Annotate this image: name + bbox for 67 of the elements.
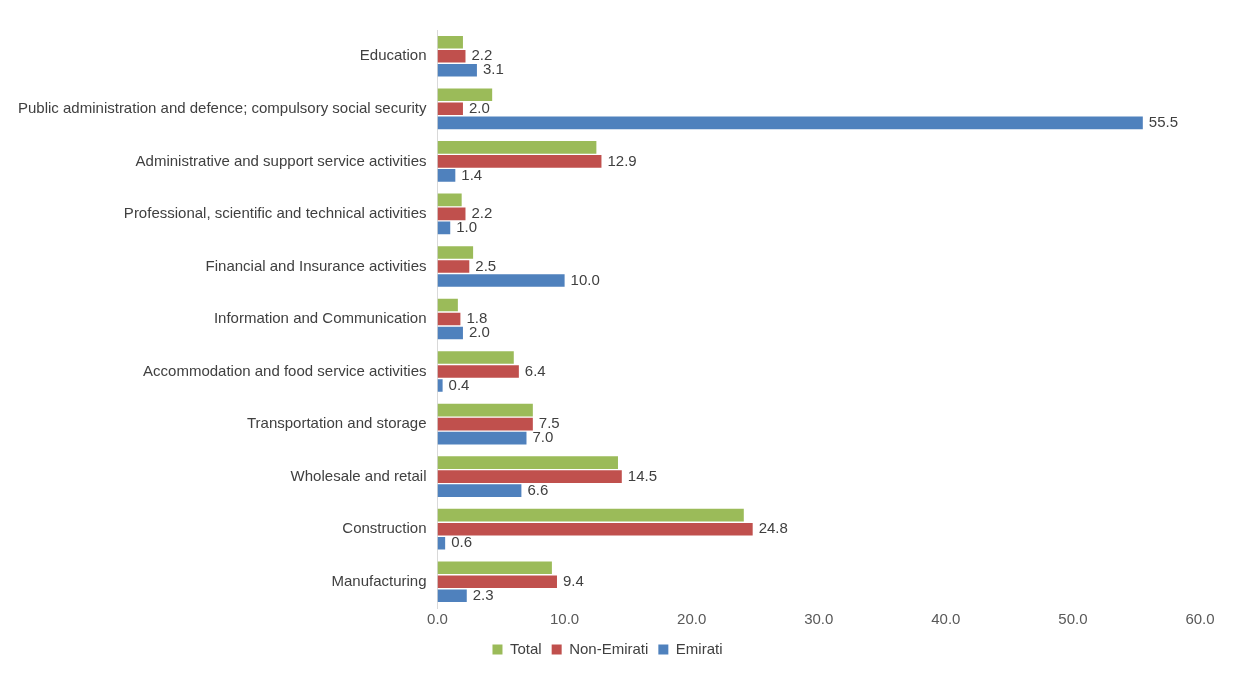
data-label: 12.9 bbox=[607, 151, 637, 169]
y-tick-label: Wholesale and retail bbox=[290, 466, 427, 484]
data-label: 10.0 bbox=[570, 270, 600, 288]
bar bbox=[437, 169, 456, 182]
bar bbox=[437, 260, 470, 273]
bar bbox=[437, 298, 458, 312]
y-tick-label: Education bbox=[359, 46, 427, 64]
legend-label: Total bbox=[509, 639, 542, 657]
x-tick-label: 30.0 bbox=[804, 610, 834, 628]
y-tick-label: Accommodation and food service activities bbox=[143, 361, 427, 379]
x-tick-label: 20.0 bbox=[677, 610, 707, 628]
bar bbox=[437, 141, 597, 154]
y-tick-label: Professional, scientific and technical activities bbox=[123, 204, 427, 222]
data-label: 6.4 bbox=[524, 361, 546, 379]
bar bbox=[437, 155, 602, 168]
legend-label: Emirati bbox=[675, 639, 723, 657]
x-tick-label: 0.0 bbox=[427, 610, 448, 628]
bar bbox=[437, 561, 552, 575]
x-tick-label: 50.0 bbox=[1058, 610, 1088, 628]
x-tick-label: 60.0 bbox=[1185, 610, 1215, 628]
bar bbox=[437, 312, 461, 326]
bar bbox=[437, 193, 462, 207]
y-tick-label: Manufacturing bbox=[331, 571, 427, 589]
bar bbox=[437, 417, 533, 431]
bar bbox=[437, 484, 522, 497]
bar bbox=[437, 431, 527, 445]
bar bbox=[437, 102, 463, 116]
bar bbox=[437, 116, 1143, 130]
legend-label: Non-Emirati bbox=[569, 639, 649, 657]
y-tick-label: Construction bbox=[342, 519, 427, 537]
y-tick-label: Information and Communication bbox=[213, 309, 427, 327]
bar bbox=[437, 456, 618, 469]
bar bbox=[437, 379, 443, 392]
bar bbox=[437, 365, 519, 378]
bar bbox=[437, 508, 744, 522]
bar bbox=[437, 246, 474, 259]
bar bbox=[437, 207, 466, 221]
data-label: 0.4 bbox=[448, 375, 470, 393]
bar bbox=[437, 522, 753, 536]
data-label: 55.5 bbox=[1148, 112, 1179, 130]
bar bbox=[437, 88, 493, 102]
bar bbox=[437, 403, 533, 417]
bar bbox=[437, 63, 477, 77]
data-label: 14.5 bbox=[627, 466, 657, 484]
data-label: 2.3 bbox=[472, 585, 494, 603]
data-label: 2.5 bbox=[475, 256, 497, 274]
data-label: 1.4 bbox=[461, 165, 483, 183]
bar bbox=[437, 470, 622, 483]
y-tick-label: Transportation and storage bbox=[246, 414, 427, 432]
bar bbox=[437, 49, 466, 63]
bar bbox=[437, 351, 514, 364]
bar bbox=[437, 35, 463, 49]
data-label: 24.8 bbox=[758, 519, 788, 537]
bar bbox=[437, 274, 565, 287]
data-label: 9.4 bbox=[562, 571, 584, 589]
y-tick-label: Public administration and defence; compulsory social security bbox=[18, 98, 428, 116]
bar bbox=[437, 575, 557, 589]
data-label: 6.6 bbox=[527, 480, 549, 498]
y-tick-label: Administrative and support service activities bbox=[135, 151, 427, 169]
x-tick-label: 40.0 bbox=[931, 610, 961, 628]
x-tick-label: 10.0 bbox=[550, 610, 580, 628]
bar bbox=[437, 326, 463, 340]
data-label: 2.0 bbox=[468, 98, 490, 116]
data-label: 0.6 bbox=[451, 533, 473, 551]
y-tick-label: Financial and Insurance activities bbox=[205, 256, 427, 274]
bar bbox=[437, 589, 467, 603]
bar bbox=[437, 221, 451, 235]
